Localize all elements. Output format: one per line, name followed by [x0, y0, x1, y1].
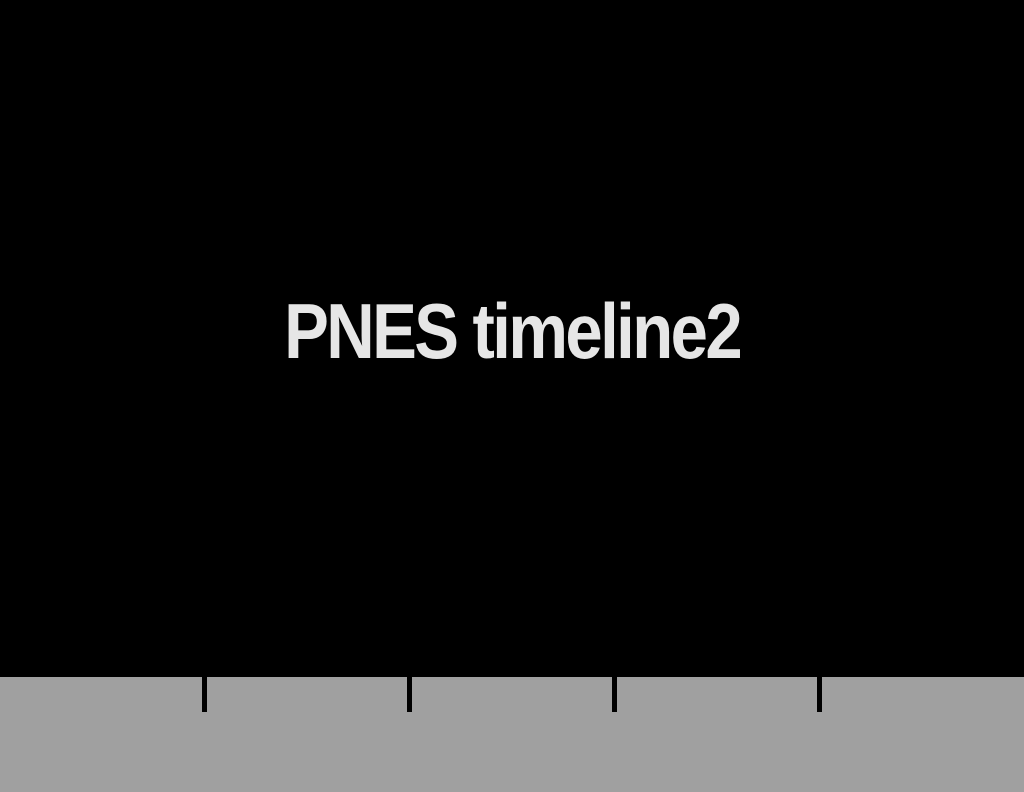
title-area: PNES timeline2 — [284, 287, 743, 375]
timeline-tick — [407, 677, 412, 712]
timeline-tick — [612, 677, 617, 712]
timeline-tick — [817, 677, 822, 712]
timeline-tick — [202, 677, 207, 712]
slide-title: PNES timeline2 — [284, 287, 743, 375]
timeline-bar — [0, 677, 1024, 792]
